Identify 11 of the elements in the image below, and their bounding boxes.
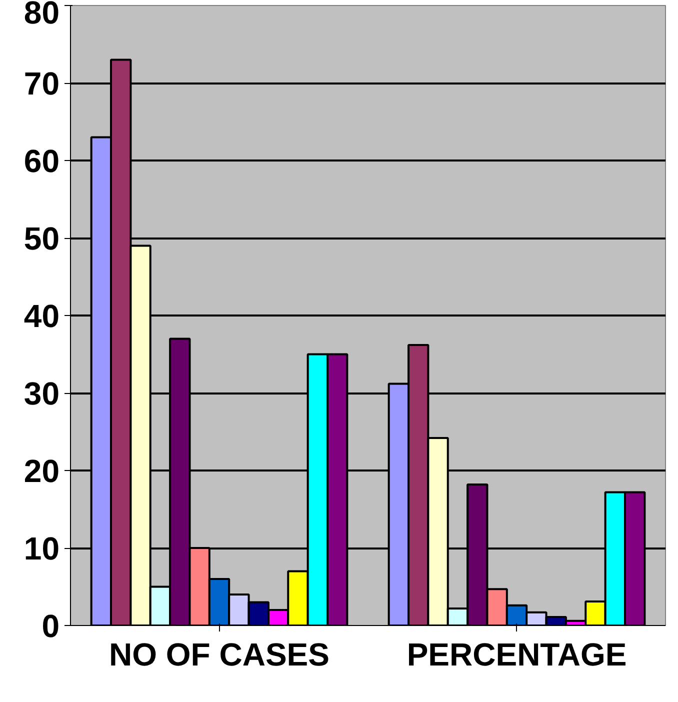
y-tick-label: 80	[24, 0, 60, 30]
y-tick-label: 30	[24, 376, 60, 412]
y-tick-label: 50	[24, 220, 60, 256]
y-tick-label: 20	[24, 453, 60, 489]
y-tick-label: 40	[24, 298, 60, 334]
x-tick-label: PERCENTAGE	[406, 636, 627, 672]
x-tick-label: NO OF CASES	[109, 636, 330, 672]
y-tick-label: 60	[24, 143, 60, 179]
y-tick-label: 10	[24, 530, 60, 566]
y-tick-label: 70	[24, 66, 60, 102]
y-tick-label: 0	[42, 608, 60, 644]
